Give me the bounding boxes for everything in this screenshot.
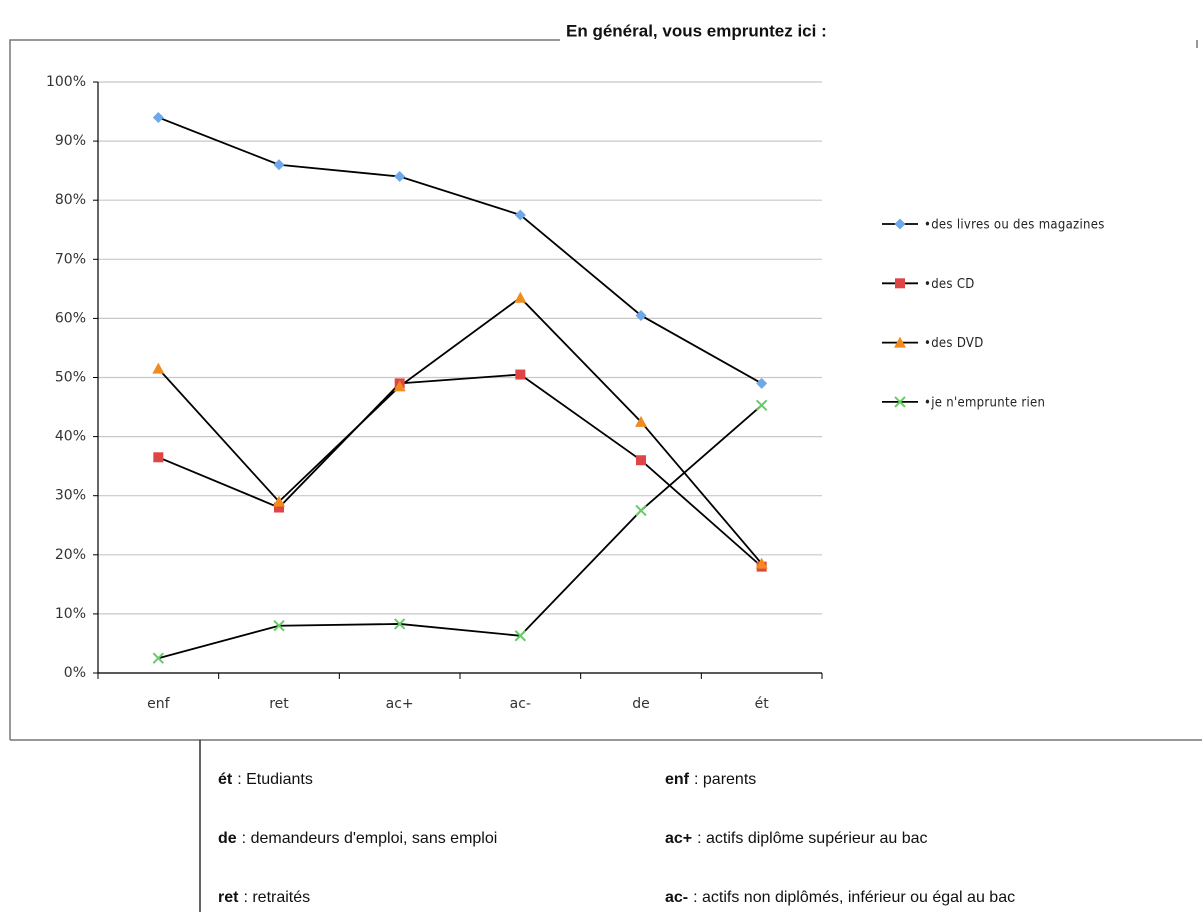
y-tick-label: 70% — [55, 251, 86, 267]
y-tick-label: 100% — [46, 74, 86, 90]
x-tick-label: enf — [147, 696, 170, 712]
x-tick-label: ac+ — [386, 696, 414, 712]
point — [514, 209, 526, 221]
x-tick-label: ret — [269, 696, 289, 712]
point — [635, 504, 647, 517]
y-tick-label: 20% — [55, 547, 86, 563]
note-text: : retraités — [243, 889, 310, 906]
y-tick-label: 80% — [55, 192, 86, 208]
point — [394, 171, 406, 183]
note-text: : demandeurs d'emploi, sans emploi — [242, 830, 498, 847]
point — [273, 495, 285, 507]
legend-label: •des CD — [924, 277, 975, 292]
note-abbr: de — [218, 830, 237, 847]
note: ac+ : actifs diplôme supérieur au bac — [665, 830, 927, 847]
y-tick-label: 10% — [55, 606, 86, 622]
y-tick-label: 60% — [55, 310, 86, 326]
point — [274, 502, 284, 513]
point — [152, 362, 165, 374]
x-tick-label: ac- — [510, 696, 531, 712]
point — [755, 557, 768, 569]
chart-title: En général, vous empruntez ici : — [566, 21, 827, 40]
note-abbr: ret — [218, 889, 239, 906]
legend-label: •des DVD — [924, 336, 984, 351]
note-abbr: ét — [218, 771, 233, 788]
point — [393, 618, 406, 630]
note-abbr: ac- — [665, 889, 688, 906]
point — [755, 399, 768, 411]
series-line — [158, 116, 763, 385]
point — [514, 291, 527, 303]
point — [273, 159, 285, 171]
note-text: : actifs non diplômés, inférieur ou égal… — [693, 889, 1015, 906]
point — [152, 111, 164, 123]
y-tick-label: 30% — [55, 488, 86, 504]
note-text: : parents — [694, 771, 756, 788]
point — [636, 455, 646, 466]
legend-marker — [894, 396, 906, 408]
point — [756, 377, 768, 389]
point — [273, 620, 285, 632]
legend-marker — [895, 278, 905, 289]
note: enf: parents — [665, 771, 756, 788]
frame — [9, 39, 1202, 741]
legend-label: •je n'emprunte rien — [924, 395, 1045, 410]
point — [153, 452, 164, 463]
x-tick-label: de — [632, 696, 650, 712]
point — [393, 380, 406, 392]
note: ret: retraités — [218, 889, 310, 906]
series-line — [157, 296, 763, 565]
y-tick-label: 90% — [55, 133, 86, 149]
y-tick-label: 0% — [64, 665, 86, 681]
x-tick-label: ét — [755, 696, 770, 712]
point — [515, 369, 526, 380]
point — [635, 415, 647, 427]
legend-label: •des livres ou des magazines — [924, 218, 1105, 233]
point — [152, 652, 165, 664]
note-text: : Etudiants — [237, 771, 313, 788]
note-abbr: ac+ — [665, 830, 692, 847]
series-line — [157, 373, 763, 568]
legend-marker — [894, 218, 906, 230]
note: ét: Etudiants — [218, 771, 313, 788]
note: ac- : actifs non diplômés, inférieur ou é… — [665, 889, 1015, 906]
y-tick-label: 40% — [55, 429, 86, 445]
note-abbr: enf — [665, 771, 690, 788]
series-line — [158, 404, 763, 660]
note: de : demandeurs d'emploi, sans emploi — [218, 830, 497, 847]
y-tick-label: 50% — [55, 370, 86, 386]
point — [514, 630, 527, 642]
point — [635, 309, 647, 321]
legend-marker — [894, 336, 906, 348]
note-text: : actifs diplôme supérieur au bac — [697, 830, 927, 847]
